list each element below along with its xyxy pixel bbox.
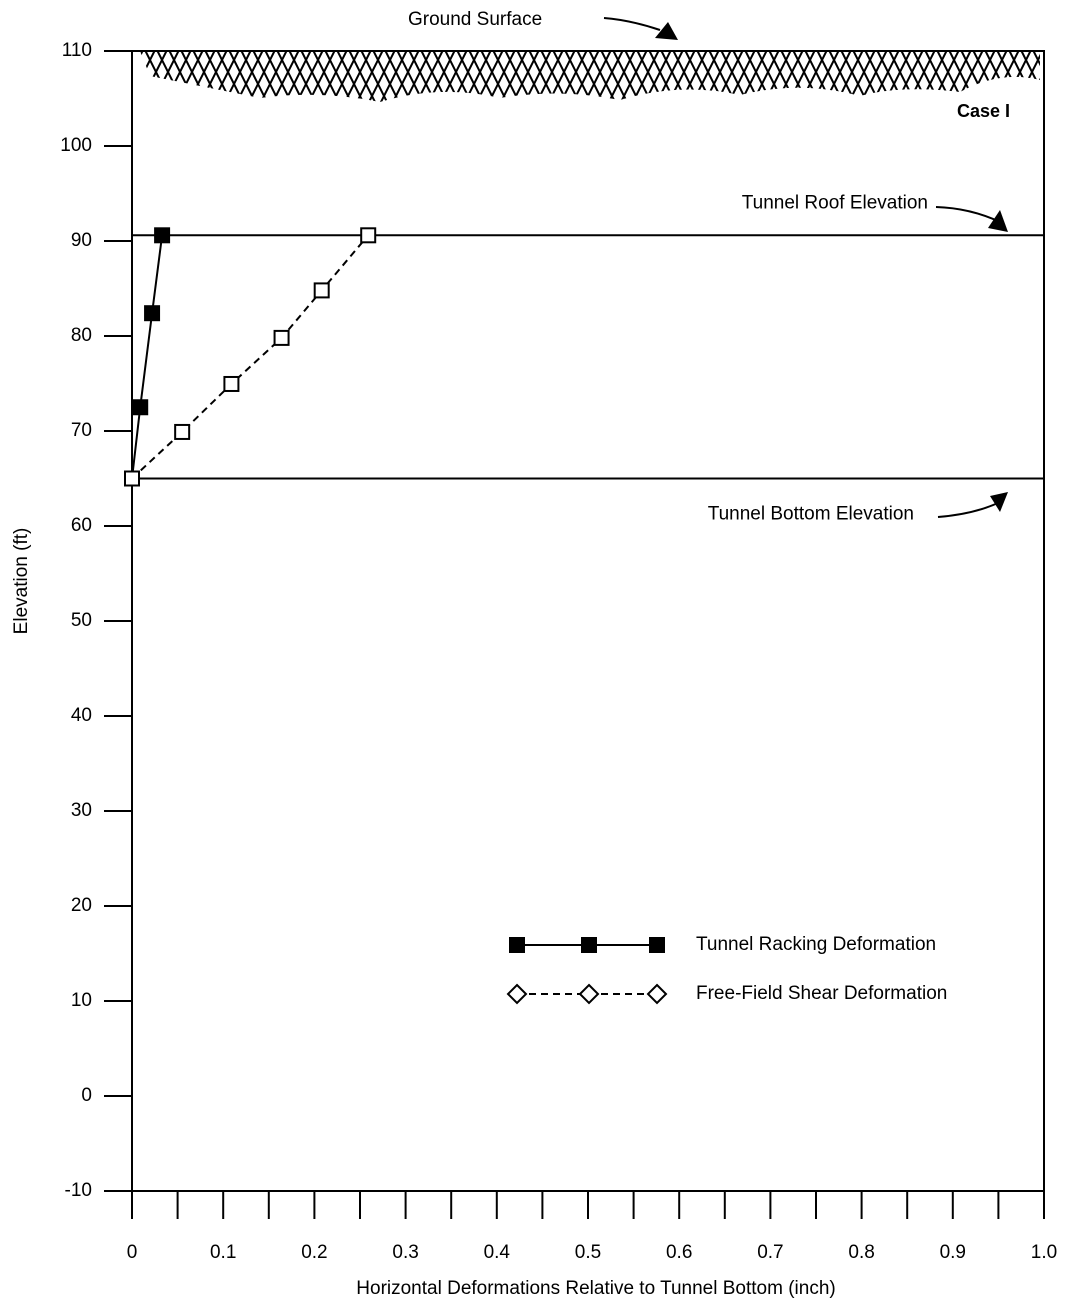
series-line	[131, 235, 164, 479]
legend-marker	[578, 983, 600, 1005]
arrow-head	[988, 210, 1008, 232]
data-point	[223, 375, 240, 392]
y-tick-label: 90	[71, 230, 92, 251]
x-tick-label: 0.5	[575, 1242, 601, 1263]
arrow	[935, 206, 1001, 223]
x-tick-label: 0.6	[666, 1242, 692, 1263]
x-tick-label: 0.3	[392, 1242, 418, 1263]
legend-label: Tunnel Racking Deformation	[696, 934, 936, 955]
x-tick-label: 0.9	[940, 1242, 966, 1263]
y-tick-label: 20	[71, 895, 92, 916]
y-tick-label: 50	[71, 610, 92, 631]
y-axis-label: Elevation (ft)	[11, 528, 32, 635]
legend-label: Free-Field Shear Deformation	[696, 983, 947, 1004]
legend-marker	[509, 937, 525, 953]
data-point	[132, 399, 149, 416]
data-point	[273, 329, 290, 346]
arrow	[603, 17, 661, 31]
y-tick-label: 30	[71, 800, 92, 821]
data-point	[124, 470, 140, 487]
ground-label: Ground Surface	[408, 9, 542, 30]
ground-hatch	[140, 51, 1040, 102]
legend-marker	[506, 983, 528, 1005]
arrow-head	[990, 492, 1008, 512]
x-tick-label: 0.7	[757, 1242, 783, 1263]
case-label: Case I	[957, 101, 1010, 121]
y-tick-label: 100	[60, 135, 92, 156]
data-point	[313, 282, 330, 299]
legend-marker	[581, 937, 597, 953]
x-tick-label: 0	[127, 1242, 138, 1263]
data-point	[144, 305, 161, 322]
y-tick-label: -10	[65, 1180, 92, 1201]
x-axis-label: Horizontal Deformations Relative to Tunn…	[356, 1278, 835, 1299]
y-tick-label: 10	[71, 990, 92, 1011]
y-tick-label: 70	[71, 420, 92, 441]
data-point	[154, 227, 171, 244]
y-tick-label: 40	[71, 705, 92, 726]
plot-frame	[131, 50, 1045, 1192]
y-tick-label: 80	[71, 325, 92, 346]
series-line	[131, 234, 369, 480]
x-tick-label: 1.0	[1031, 1242, 1057, 1263]
arrow	[937, 501, 1001, 518]
x-tick-label: 0.2	[301, 1242, 327, 1263]
x-tick-label: 0.8	[848, 1242, 874, 1263]
y-tick-label: 60	[71, 515, 92, 536]
y-tick-label: 0	[81, 1085, 92, 1106]
reference-label: Tunnel Bottom Elevation	[708, 504, 914, 525]
x-tick-label: 0.1	[210, 1242, 236, 1263]
y-tick-label: 110	[62, 40, 92, 61]
reference-label: Tunnel Roof Elevation	[742, 192, 928, 213]
x-tick-label: 0.4	[484, 1242, 511, 1263]
arrow-head	[655, 22, 678, 40]
data-point	[174, 423, 191, 440]
legend-marker	[646, 983, 668, 1005]
legend-marker	[649, 937, 665, 953]
data-point	[360, 227, 377, 244]
